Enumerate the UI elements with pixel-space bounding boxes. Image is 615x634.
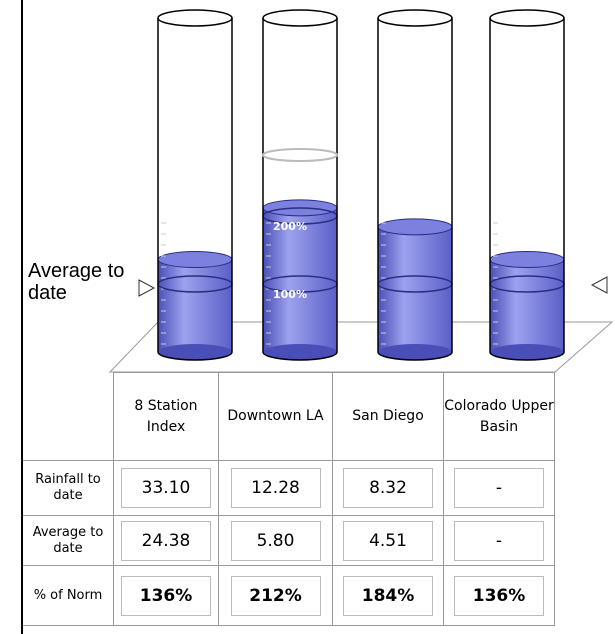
cell-value: 4.51 [343,520,433,561]
platform [108,321,614,373]
header-cell: Downtown LA [218,372,333,461]
table-row: % of Norm 136% 212% 184% 136% [23,565,555,626]
cell-value: 136% [454,575,544,616]
cell: 33.10 [113,460,219,516]
tube-base [262,351,338,361]
cell: 136% [113,565,219,626]
cell: 8.32 [332,460,444,516]
tube-base [489,351,565,361]
tube-top [377,9,453,27]
cell-value: 8.32 [343,468,433,508]
water [263,207,337,352]
cell: 212% [218,565,333,626]
cell: 24.38 [113,515,219,566]
tube-base [377,351,453,361]
level-label: 200% [273,220,307,233]
cell-value: 33.10 [121,468,211,508]
water-surface [489,251,565,269]
cell: 136% [443,565,555,626]
header-cell: Colorado Upper Basin [443,372,555,461]
row-label: % of Norm [23,565,114,626]
row-label: Average to date [23,515,114,566]
cell: 184% [332,565,444,626]
data-table: 8 Station Index Downtown LA San Diego Co… [23,372,555,626]
cell: - [443,515,555,566]
water-bottom [490,344,564,360]
water-bottom [158,344,232,360]
tube-base [157,351,233,361]
cell: - [443,460,555,516]
cell-value: 12.28 [230,468,321,508]
row-label: Rainfall to date [23,460,114,516]
cell-value: 24.38 [121,520,211,561]
cell: 12.28 [218,460,333,516]
header-row: 8 Station Index Downtown LA San Diego Co… [23,372,555,461]
cell-value: 212% [230,575,321,616]
header-cell: 8 Station Index [113,372,219,461]
water-bottom [263,344,337,360]
cell: 4.51 [332,515,444,566]
header-cell: San Diego [332,372,444,461]
left-pointer [138,279,156,297]
tube-top [262,9,338,27]
side-label: Average to date [28,260,125,304]
water-surface [157,251,233,269]
cell-value: 5.80 [230,520,321,561]
cell-value: - [454,520,544,561]
cell-value: 136% [121,575,211,616]
cell: 5.80 [218,515,333,566]
water [490,259,564,352]
corner [23,372,114,461]
cell-value: - [454,468,544,508]
ghost-ring [262,148,338,162]
right-pointer [590,276,608,294]
cell-value: 184% [343,575,433,616]
water-bottom [378,344,452,360]
water-surface [377,218,453,236]
tube-top [157,9,233,27]
left-border [21,0,23,634]
tube-top [489,9,565,27]
water [158,259,232,352]
table-row: Average to date 24.38 5.80 4.51- [23,515,555,566]
level-label: 100% [273,288,307,301]
table-row: Rainfall to date 33.10 12.28 8.32- [23,460,555,516]
